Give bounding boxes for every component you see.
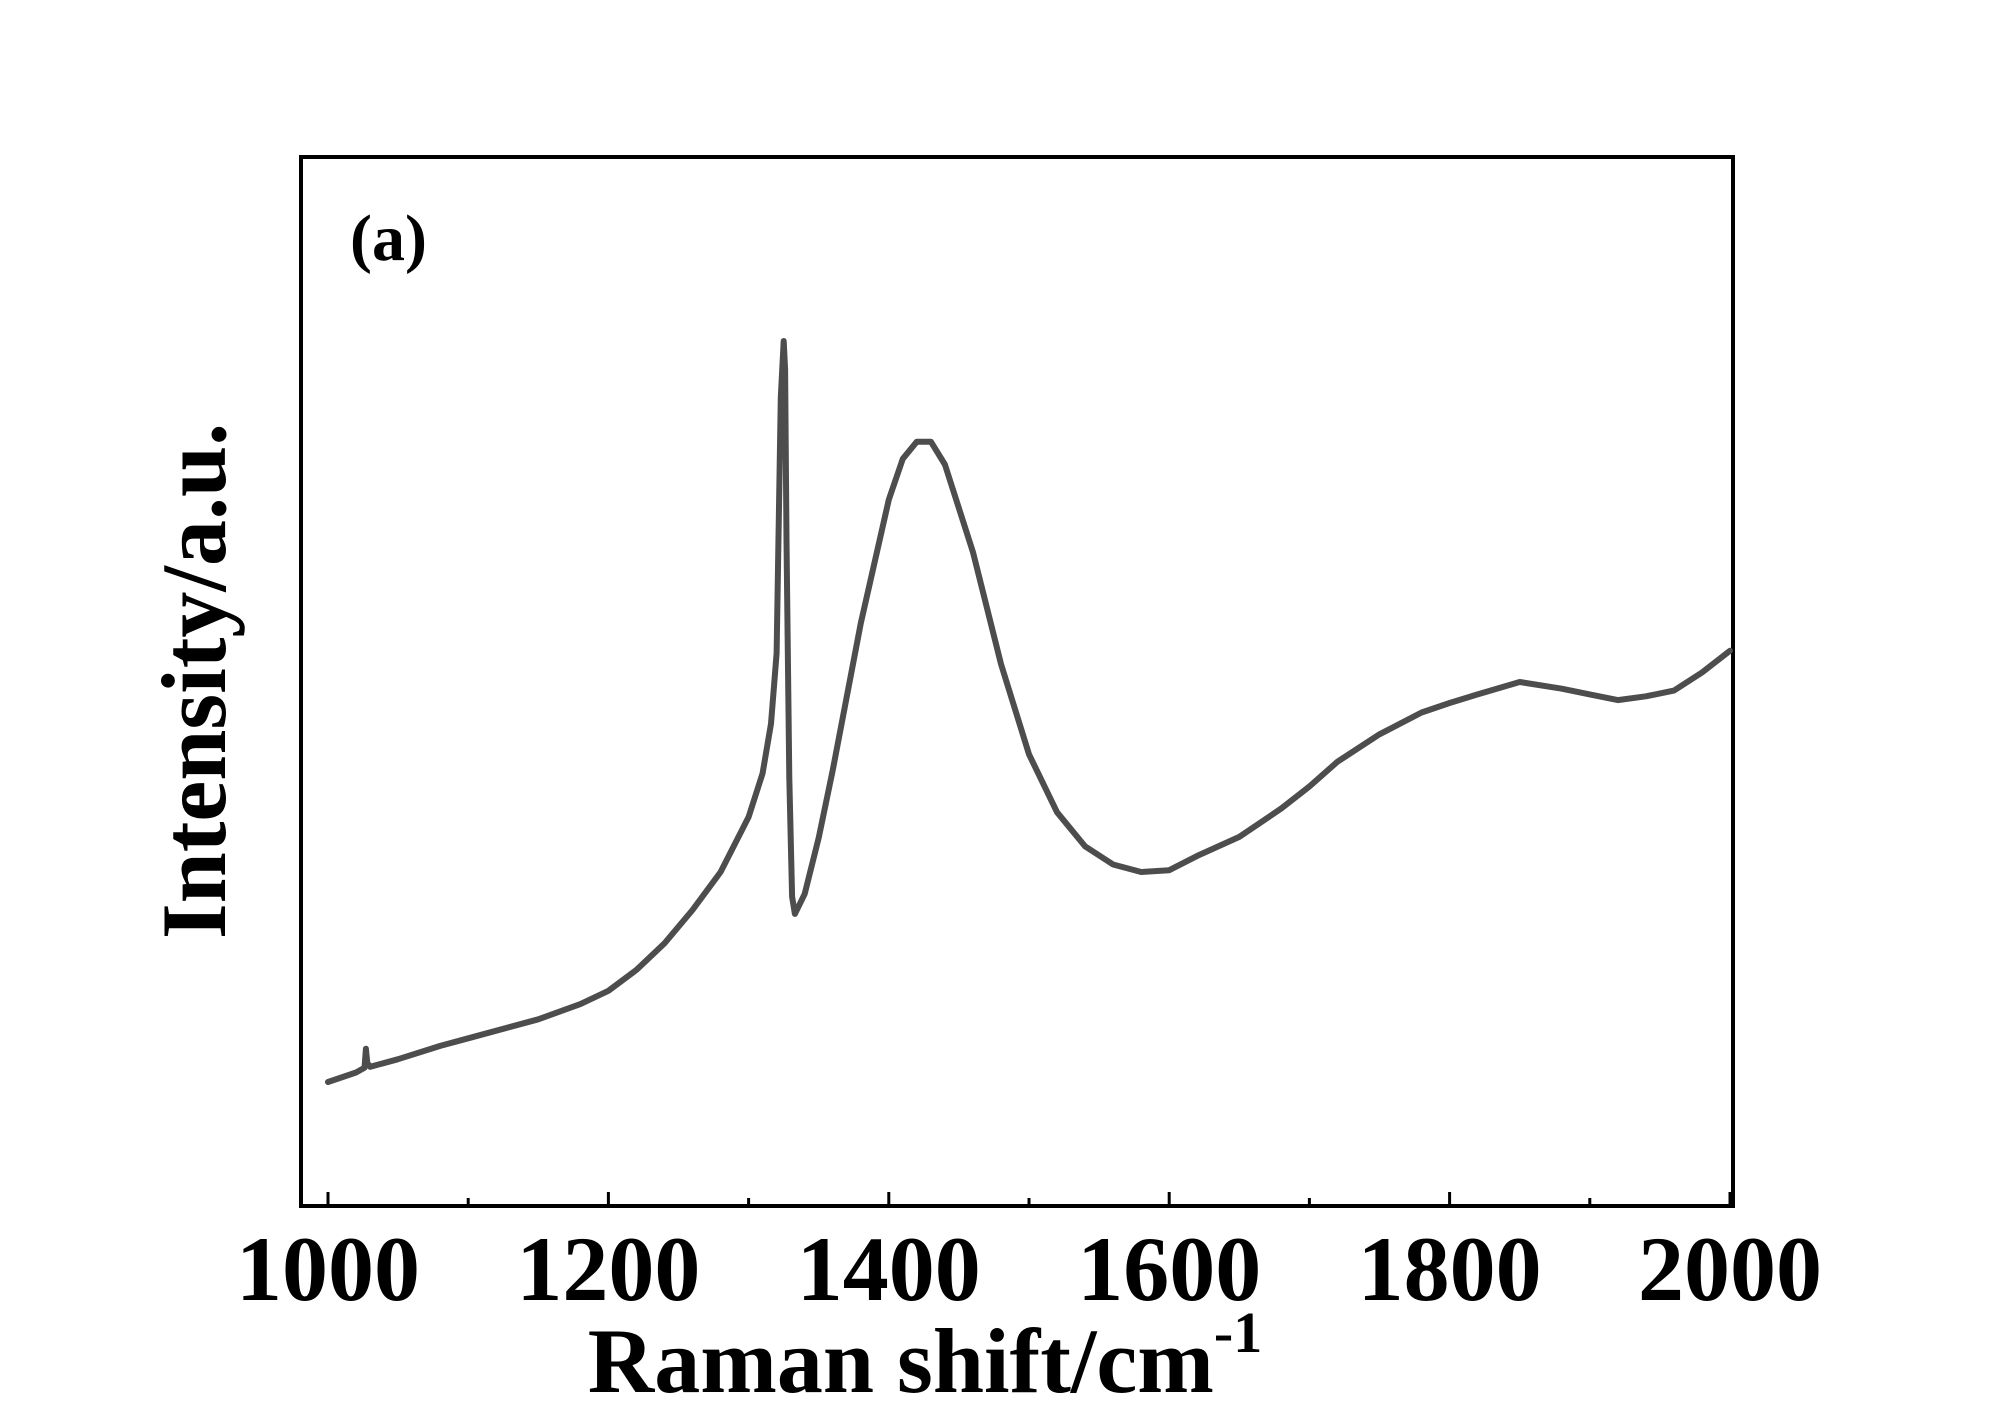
x-axis-title-main: Raman shift/cm	[588, 1310, 1214, 1404]
x-tick-label: 1800	[1358, 1218, 1542, 1320]
x-tick-label: 1600	[1077, 1218, 1261, 1320]
x-axis-tick-labels: 1000 1200 1400 1600 1800 2000	[236, 1218, 1822, 1320]
x-tick-label: 1200	[516, 1218, 700, 1320]
x-axis-ticks	[326, 1192, 1732, 1206]
x-tick-label: 1400	[797, 1218, 981, 1320]
y-axis-title: Intensity/a.u.	[143, 423, 245, 939]
panel-label: (a)	[350, 202, 427, 275]
plot-frame	[299, 155, 1735, 1208]
series-line	[325, 338, 1733, 1085]
x-axis-title-superscript: -1	[1214, 1300, 1262, 1365]
x-tick-label: 1000	[236, 1218, 420, 1320]
x-axis-title: Raman shift/cm-1	[588, 1300, 1262, 1404]
x-tick-label: 2000	[1638, 1218, 1822, 1320]
series-group	[325, 338, 1733, 1085]
